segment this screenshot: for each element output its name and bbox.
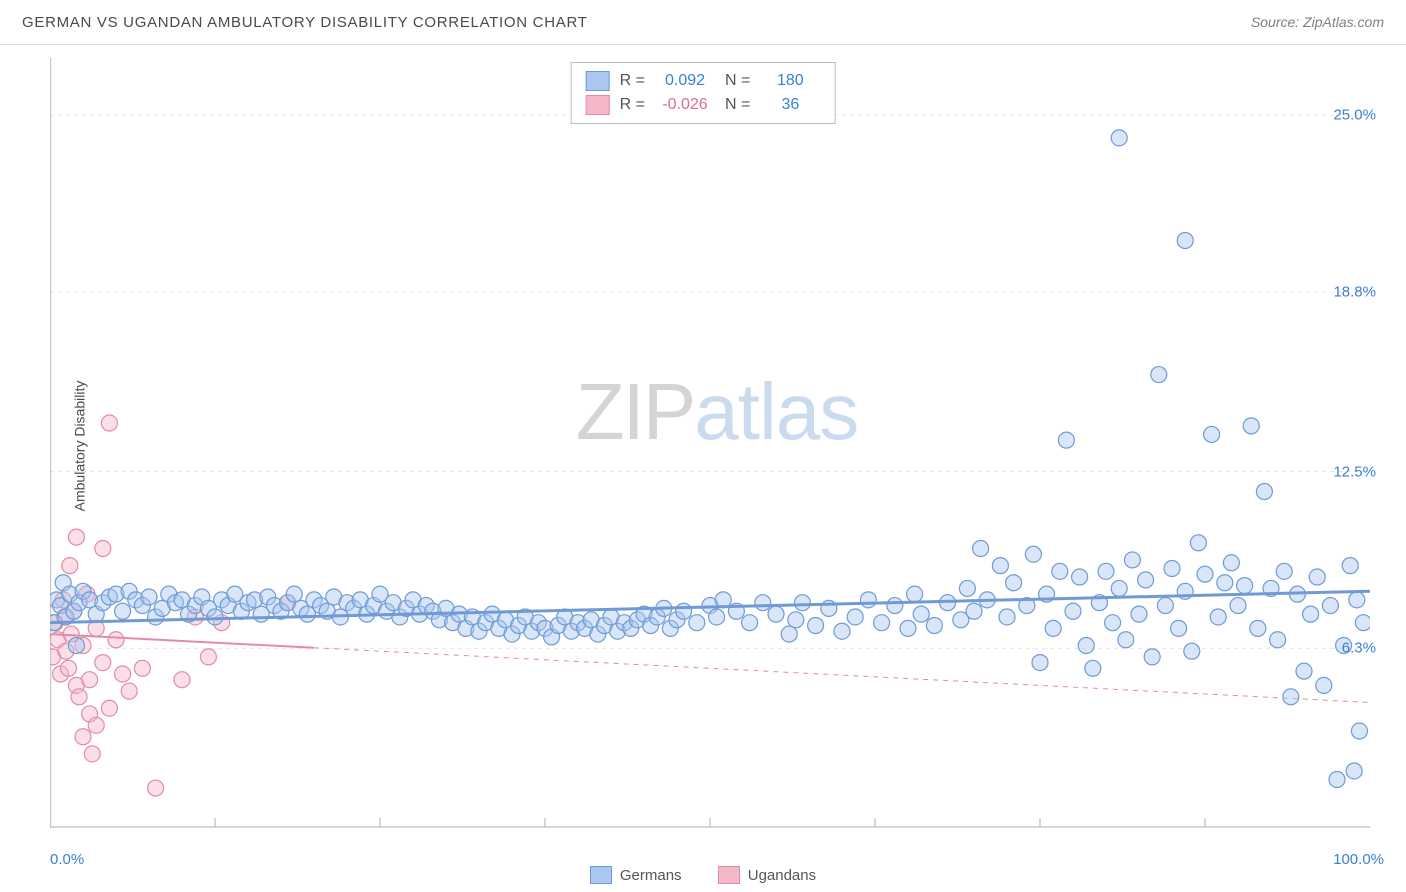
legend-swatch-germans: [586, 71, 610, 91]
legend-row-ugandans: R = -0.026 N = 36: [586, 93, 821, 117]
legend-stats: R = 0.092 N = 180 R = -0.026 N = 36: [571, 62, 836, 124]
source-link[interactable]: Source: ZipAtlas.com: [1251, 14, 1384, 30]
legend-swatch-ugandans-icon: [718, 866, 740, 884]
legend-swatch-germans-icon: [590, 866, 612, 884]
legend-item-germans: Germans: [590, 866, 682, 884]
header: GERMAN VS UGANDAN AMBULATORY DISABILITY …: [0, 0, 1406, 45]
chart-title: GERMAN VS UGANDAN AMBULATORY DISABILITY …: [22, 14, 588, 31]
legend-item-ugandans: Ugandans: [718, 866, 816, 884]
legend-series: Germans Ugandans: [0, 866, 1406, 888]
chart-area: ZIPatlas: [50, 58, 1384, 844]
legend-swatch-ugandans: [586, 95, 610, 115]
scatter-chart: [50, 58, 1370, 828]
legend-row-germans: R = 0.092 N = 180: [586, 69, 821, 93]
